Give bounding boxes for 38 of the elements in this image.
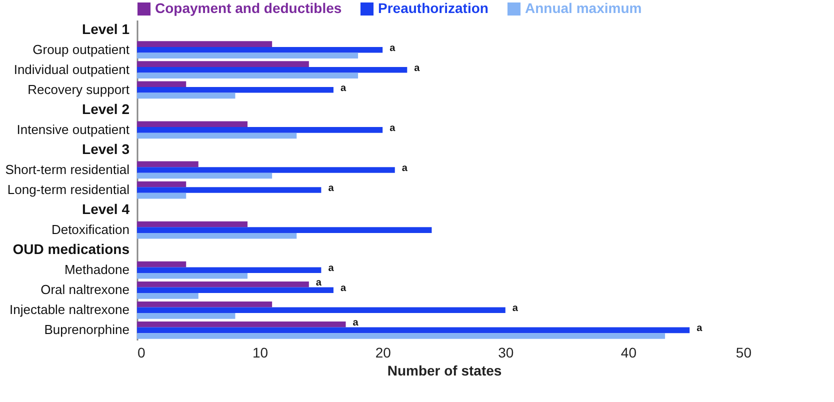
x-tick-label: 0 [138, 344, 146, 360]
y-tick-label: Group outpatient [32, 42, 130, 57]
x-tick-label: 40 [620, 344, 637, 360]
x-tick-label: 20 [375, 344, 392, 360]
y-tick-label: Buprenorphine [44, 322, 130, 338]
y-tick-label: Detoxification [51, 222, 130, 238]
annotation: a [316, 277, 322, 288]
y-tick-label: Level 1 [82, 20, 130, 37]
y-tick-label: Short-term residential [5, 162, 130, 177]
y-tick-label: Methadone [64, 262, 130, 278]
legend-label: Copayment and deductibles [155, 0, 342, 16]
y-tick-label: Intensive outpatient [16, 122, 130, 137]
annotation: a [328, 183, 334, 194]
annotation: a [352, 317, 359, 328]
legend-label: Annual maximum [525, 0, 642, 16]
annotation: a [414, 62, 420, 74]
y-tick-label: Long-term residential [7, 182, 130, 198]
y-tick-label: Level 2 [82, 100, 130, 117]
y-tick-label: Individual outpatient [14, 62, 130, 77]
y-tick-label: OUD medications [12, 241, 130, 258]
x-axis-title: Number of states [387, 362, 502, 378]
legend-label: Preauthorization [378, 0, 488, 16]
annotation: a [390, 42, 396, 54]
x-tick-label: 30 [498, 344, 514, 360]
annotation: a [696, 323, 703, 334]
annotation: a [512, 303, 518, 314]
x-tick-label: 10 [252, 344, 268, 360]
annotation: a [340, 82, 346, 94]
annotation: a [340, 283, 346, 294]
x-tick-label: 50 [736, 344, 752, 360]
annotation: a [328, 263, 334, 274]
annotation: a [390, 122, 396, 134]
y-tick-label: Level 3 [82, 140, 130, 157]
y-tick-label: Level 4 [82, 201, 130, 218]
annotation: a [402, 162, 408, 174]
y-tick-label: Injectable naltrexone [10, 302, 130, 318]
y-tick-label: Recovery support [28, 82, 130, 97]
y-tick-label: Oral naltrexone [40, 282, 130, 298]
